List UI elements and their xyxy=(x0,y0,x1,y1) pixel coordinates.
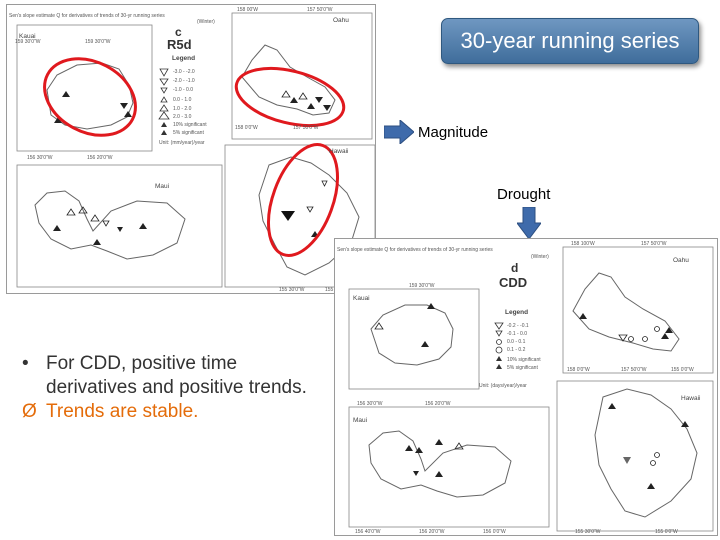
tick-label: 158 0'0"W xyxy=(235,125,258,131)
figure-top-unit: Unit: (mm/year)/year xyxy=(159,140,205,146)
highlight-ellipse-kauai xyxy=(43,57,137,137)
figure-top-left: Sen's slope estimate Q for derivatives o… xyxy=(6,4,376,294)
tick-label: 158 0'0"W xyxy=(567,367,590,373)
tick-label: 156 20'0"W xyxy=(87,155,113,161)
highlight-ellipse-oahu xyxy=(234,66,346,128)
figure-bottom-right: Sen's slope estimate Q for derivatives o… xyxy=(334,238,718,536)
tick-label: 156 20'0"W xyxy=(425,401,451,407)
island-label-kauai: Kauai xyxy=(353,295,370,302)
tick-label: 156 30'0"W xyxy=(27,155,53,161)
tick-label: 156 30'0"W xyxy=(357,401,383,407)
tick-label: 159 30'0"W xyxy=(409,283,435,289)
legend-item: 0.0 - 0.1 xyxy=(507,339,526,345)
legend-item: -0.1 - 0.0 xyxy=(507,331,528,337)
figure-bottom-letter: d xyxy=(511,261,519,275)
block-arrow-right-icon xyxy=(384,120,414,144)
magnitude-label: Magnitude xyxy=(418,124,489,141)
legend-item: 10% significant xyxy=(173,122,207,128)
tick-label: 156 40'0"W xyxy=(355,529,381,535)
tick-label: 155 30'0"W xyxy=(279,287,305,293)
legend-item: -0.2 - -0.1 xyxy=(507,323,529,329)
legend-item: 0.1 - 0.2 xyxy=(507,347,526,353)
legend-item: -2.0 - -1.0 xyxy=(173,78,195,84)
bullet-list: • For CDD, positive time derivatives and… xyxy=(22,352,322,424)
island-label-kauai: Kauai xyxy=(19,33,36,40)
tick-label: 158 100'W xyxy=(571,241,595,247)
bullet-item: Ø Trends are stable. xyxy=(22,400,322,424)
hawaii-outline xyxy=(594,388,698,518)
figure-top-season: (Winter) xyxy=(197,19,215,25)
tick-label: 156 20'0"W xyxy=(419,529,445,535)
legend-item: 10% significant xyxy=(507,357,541,363)
legend-item: 5% significant xyxy=(173,130,204,136)
island-label-oahu: Oahu xyxy=(673,257,689,264)
figure-top-caption: Sen's slope estimate Q for derivatives o… xyxy=(9,13,165,19)
figure-bottom-maps xyxy=(348,246,714,532)
legend-item: 1.0 - 2.0 xyxy=(173,106,192,112)
tick-label: 157 50'0"W xyxy=(307,7,333,13)
figure-top-maps xyxy=(16,12,375,288)
legend-item: 2.0 - 3.0 xyxy=(173,114,192,120)
island-label-maui: Maui xyxy=(353,417,368,424)
block-arrow-down-icon xyxy=(517,207,541,239)
tick-label: 155 0'0"W xyxy=(671,367,694,373)
tick-label: 159 30'0"W xyxy=(15,39,41,45)
figure-bottom-caption: Sen's slope estimate Q for derivatives o… xyxy=(337,247,493,253)
maui-outline xyxy=(34,190,186,260)
tick-label: 157 50'0"W xyxy=(293,125,319,131)
legend-item: -1.0 - 0.0 xyxy=(173,87,194,93)
highlight-ellipse-hawaii xyxy=(267,143,339,257)
figure-bottom-legend-title: Legend xyxy=(505,309,529,316)
tick-label: 157 50'0"W xyxy=(621,367,647,373)
island-label-oahu: Oahu xyxy=(333,17,349,24)
island-label-hawaii: Hawaii xyxy=(681,395,701,402)
tick-label: 155 30'0"W xyxy=(575,529,601,535)
kauai-outline xyxy=(370,304,454,366)
tick-label: 156 0'0"W xyxy=(483,529,506,535)
legend-item: 0.0 - 1.0 xyxy=(173,97,192,103)
bullet-item: • For CDD, positive time derivatives and… xyxy=(22,352,322,400)
tick-label: 157 50'0"W xyxy=(641,241,667,247)
bullet-text: Trends are stable. xyxy=(46,401,199,422)
figure-top-legend-title: Legend xyxy=(172,55,196,62)
drought-label: Drought xyxy=(497,186,551,203)
tick-label: 159 30'0"W xyxy=(85,39,111,45)
oahu-outline xyxy=(241,44,336,116)
tick-label: 158 00'W xyxy=(237,7,258,13)
bullet-marker: Ø xyxy=(22,401,37,422)
island-label-hawaii: Hawaii xyxy=(329,148,349,155)
legend-item: -3.0 - -2.0 xyxy=(173,69,195,75)
island-label-maui: Maui xyxy=(155,183,170,190)
oahu-outline xyxy=(572,272,680,352)
slide-title-banner: 30-year running series xyxy=(441,18,699,64)
legend-item: 5% significant xyxy=(507,365,538,371)
maui-outline xyxy=(368,430,512,498)
bullet-marker: • xyxy=(22,353,29,374)
figure-bottom-season: (Winter) xyxy=(531,254,549,260)
figure-bottom-index: CDD xyxy=(499,275,528,290)
figure-top-letter: c xyxy=(175,25,182,39)
bullet-text: For CDD, positive time derivatives and p… xyxy=(46,353,307,398)
figure-top-index: R5d xyxy=(167,37,192,52)
kauai-outline xyxy=(46,62,134,130)
tick-label: 155 0'0"W xyxy=(655,529,678,535)
figure-bottom-unit: Unit: (days/year)/year xyxy=(479,383,527,389)
